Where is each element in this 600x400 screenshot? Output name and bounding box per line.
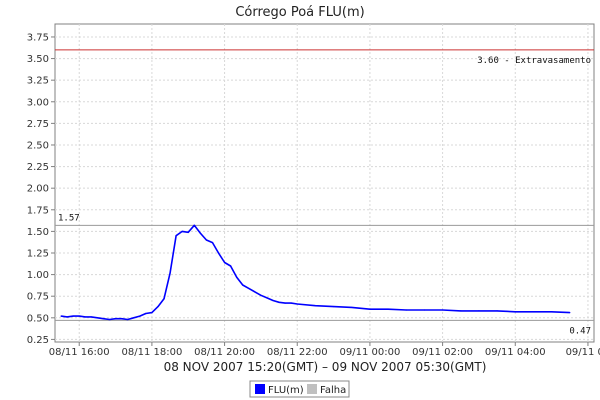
x-axis-label: 08 NOV 2007 15:20(GMT) – 09 NOV 2007 05:… (164, 360, 487, 374)
legend-box (249, 380, 350, 398)
plot-area (54, 23, 595, 343)
data-point (211, 242, 214, 244)
data-point (248, 287, 250, 290)
data-point (66, 316, 68, 318)
data-point (181, 230, 183, 232)
data-point (460, 310, 462, 312)
y-tick-label: 2.25 (27, 162, 49, 173)
data-point (199, 232, 201, 234)
x-tick-label: 09/11 06 (566, 347, 600, 358)
data-point (169, 272, 171, 274)
legend-label-falha: Falha (320, 385, 346, 396)
data-point (127, 318, 129, 321)
data-point (90, 316, 92, 318)
data-point (193, 224, 195, 226)
x-tick-label: 09/11 00:00 (340, 347, 401, 358)
y-tick-label: 2.00 (27, 184, 49, 195)
y-tick-label: 0.50 (27, 313, 49, 324)
y-tick-label: 1.00 (27, 270, 49, 281)
data-point (266, 297, 268, 299)
data-point (532, 311, 535, 313)
data-point (96, 317, 98, 319)
data-point (242, 284, 244, 286)
x-tick-label: 08/11 16:00 (49, 347, 110, 358)
x-tick-label: 08/11 22:00 (267, 347, 328, 358)
data-point (72, 315, 74, 317)
data-point (175, 235, 177, 237)
y-tick-label: 0.75 (27, 292, 49, 303)
y-tick-label: 0.25 (27, 335, 49, 346)
data-point (569, 312, 571, 314)
data-point (223, 261, 226, 264)
data-point (551, 311, 553, 313)
legend-label-flu: FLU(m) (268, 385, 304, 396)
legend: FLU(m) Falha (249, 380, 350, 398)
data-point (405, 309, 407, 311)
data-point (478, 310, 480, 312)
data-point (514, 311, 516, 313)
data-point (369, 308, 371, 310)
data-point (254, 291, 256, 293)
data-point (163, 298, 165, 300)
y-tick-label: 3.25 (27, 76, 49, 87)
y-tick-label: 2.50 (27, 140, 49, 151)
reference-line-label: 0.47 (569, 326, 591, 336)
data-point (441, 309, 444, 311)
data-point (296, 303, 298, 305)
data-point (260, 294, 262, 296)
chart-title: Córrego Poá FLU(m) (235, 5, 364, 20)
x-tick-label: 09/11 02:00 (412, 347, 473, 358)
data-point (387, 308, 389, 310)
data-point (121, 318, 123, 320)
data-point (133, 317, 135, 319)
data-point (290, 302, 292, 304)
data-point (157, 305, 159, 308)
data-point (423, 309, 426, 311)
y-tick-label: 1.50 (27, 227, 49, 238)
data-point (102, 318, 105, 320)
data-point (84, 316, 86, 318)
data-point (78, 315, 80, 317)
data-point (272, 299, 274, 302)
y-tick-label: 3.50 (27, 54, 49, 65)
y-tick-label: 3.75 (27, 32, 49, 43)
data-point (145, 312, 147, 315)
x-tick-label: 08/11 20:00 (194, 347, 255, 358)
y-tick-label: 1.25 (27, 248, 49, 259)
data-point (496, 310, 498, 312)
data-point (151, 312, 153, 314)
y-tick-label: 3.00 (27, 97, 49, 108)
data-point (114, 318, 117, 320)
reference-line-label: 3.60 - Extravasamento (477, 56, 591, 66)
data-point (217, 252, 220, 254)
reference-line-label: 1.57 (58, 213, 80, 223)
x-tick-label: 08/11 18:00 (121, 347, 182, 358)
y-tick-label: 2.75 (27, 119, 49, 130)
data-point (187, 231, 189, 233)
data-point (236, 276, 238, 278)
data-point (230, 265, 232, 267)
data-point (108, 318, 111, 321)
legend-swatch-flu (255, 384, 265, 394)
data-point (284, 302, 286, 304)
x-tick-label: 09/11 04:00 (485, 347, 546, 358)
data-point (332, 305, 335, 308)
data-point (60, 315, 62, 317)
y-tick-label: 1.75 (27, 205, 49, 216)
legend-swatch-falha (307, 384, 317, 394)
data-point (351, 306, 353, 309)
data-point (139, 315, 141, 317)
data-point (314, 305, 317, 307)
data-point (205, 239, 208, 241)
data-point (278, 301, 280, 303)
